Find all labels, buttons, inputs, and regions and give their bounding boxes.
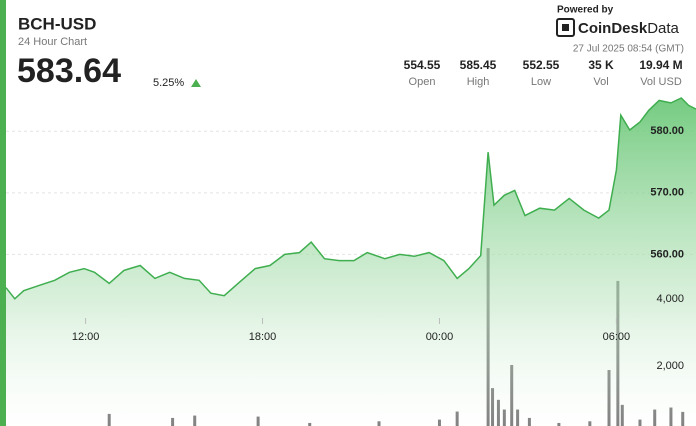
logo-icon-inner xyxy=(562,24,569,31)
y-tick-label: 580.00 xyxy=(650,125,684,137)
y2-tick-label: 4,000 xyxy=(656,293,684,305)
brand-suffix: Data xyxy=(647,20,679,37)
subtitle: 24 Hour Chart xyxy=(18,36,87,48)
brand: CoinDeskData xyxy=(578,20,680,37)
stat-value: 35 K xyxy=(588,58,614,72)
y-tick-label: 560.00 xyxy=(650,248,684,260)
stat-label: High xyxy=(467,76,490,88)
price-area xyxy=(6,98,696,426)
stat-label: Vol USD xyxy=(640,76,682,88)
stat-label: Open xyxy=(409,76,436,88)
price-line xyxy=(5,97,696,300)
y-tick-label: 570.00 xyxy=(650,187,684,199)
logo: CoinDeskData xyxy=(556,18,680,37)
x-tick-label: 12:00 xyxy=(72,331,100,343)
title: BCH-USD xyxy=(18,14,96,33)
x-tick-label: 00:00 xyxy=(426,331,454,343)
logo-icon xyxy=(556,18,575,37)
stat-value: 585.45 xyxy=(460,58,497,72)
x-tick-label: 18:00 xyxy=(249,331,277,343)
x-tick-label: 06:00 xyxy=(603,331,631,343)
y2-tick-label: 2,000 xyxy=(656,360,684,372)
stat-value: 554.55 xyxy=(404,58,441,72)
stat-value: 552.55 xyxy=(523,58,560,72)
stats: 554.55 Open 585.45 High 552.55 Low 35 K Vol 19.9… xyxy=(404,58,683,88)
powered-by: Powered by xyxy=(557,5,614,16)
plot: 560.00 570.00 580.00 2,000 4,000 12:00 18:00 00… xyxy=(5,97,696,426)
accent-strip xyxy=(0,0,6,426)
stat-label: Vol xyxy=(593,76,608,88)
change: 5.25% xyxy=(153,77,184,89)
up-arrow xyxy=(191,79,201,87)
brand-name: CoinDesk xyxy=(578,20,648,37)
stat-value: 19.94 M xyxy=(639,58,682,72)
price: 583.64 xyxy=(17,52,121,90)
stat-label: Low xyxy=(531,76,551,88)
timestamp: 27 Jul 2025 08:54 (GMT) xyxy=(573,44,684,55)
